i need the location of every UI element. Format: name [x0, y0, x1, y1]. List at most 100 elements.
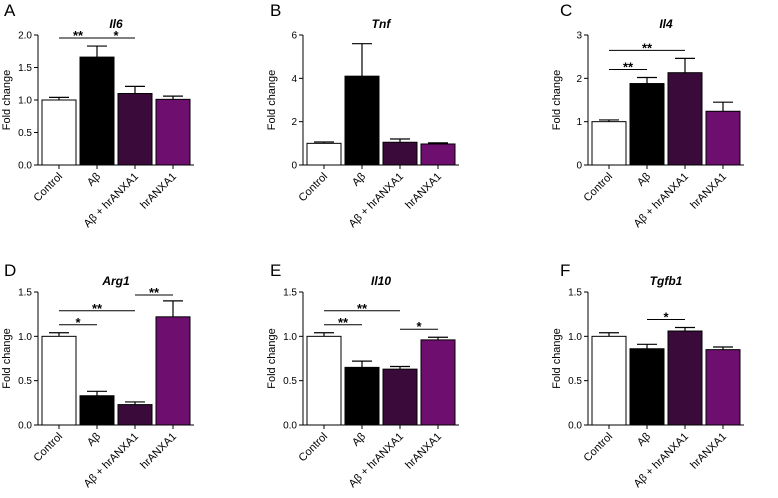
y-tick-label: 0.0 [568, 421, 582, 432]
x-tick-label: Control [582, 431, 616, 465]
y-tick-label: 0.5 [568, 376, 582, 387]
y-tick-label: 3 [576, 31, 582, 42]
y-tick-label: 0.0 [283, 421, 297, 432]
chart-title: Tnf [372, 17, 392, 31]
significance-label: ** [642, 40, 653, 55]
bar-2 [79, 56, 115, 166]
x-tick-label: Control [297, 171, 331, 205]
x-tick-label: Control [32, 431, 66, 465]
y-tick-label: 1.0 [18, 332, 32, 343]
panel-letter: C [560, 1, 572, 20]
significance-label: ** [357, 301, 368, 316]
y-tick-label: 1 [576, 117, 582, 128]
bar-3 [382, 368, 418, 426]
y-axis-label: Fold change [266, 70, 278, 131]
bar-4 [420, 339, 456, 426]
bar-4 [155, 98, 191, 166]
panel-letter: A [4, 1, 16, 20]
bar-1 [306, 335, 342, 426]
bar-2 [629, 348, 665, 426]
y-tick-label: 1.0 [283, 332, 297, 343]
x-tick-label: Aβ [350, 431, 368, 449]
significance-label: * [75, 315, 81, 330]
significance-label: ** [92, 301, 103, 316]
y-tick-label: 1.0 [18, 96, 32, 107]
bar-3 [382, 141, 418, 166]
bar-2 [629, 83, 665, 166]
y-tick-label: 0.5 [18, 128, 32, 139]
chart-title: Il10 [371, 274, 391, 288]
bar-4 [155, 316, 191, 426]
x-tick-label: Control [582, 171, 616, 205]
x-tick-label: Aβ [85, 171, 103, 189]
y-tick-label: 0.5 [18, 376, 32, 387]
y-tick-label: 0.0 [18, 421, 32, 432]
x-tick-label: hrANXA1 [138, 431, 179, 472]
panel-letter: B [270, 1, 281, 20]
bar-3 [667, 330, 703, 426]
panel-letter: E [270, 261, 281, 280]
bar-2 [344, 75, 380, 166]
bar-4 [420, 143, 456, 166]
chart-title: Il6 [109, 17, 123, 31]
panel-letter: F [560, 261, 570, 280]
y-axis-label: Fold change [551, 70, 563, 131]
x-tick-label: Aβ [85, 431, 103, 449]
y-axis-label: Fold change [1, 328, 13, 389]
bar-3 [117, 404, 153, 426]
y-tick-label: 0 [576, 161, 582, 172]
chart-title: Il4 [659, 17, 673, 31]
y-tick-label: 1.5 [18, 288, 32, 299]
bar-4 [705, 110, 741, 166]
significance-label: * [113, 28, 119, 43]
significance-label: ** [73, 28, 84, 43]
panel-letter: D [4, 261, 16, 280]
y-axis-label: Fold change [266, 328, 278, 389]
y-tick-label: 1.5 [283, 288, 297, 299]
chart-title: Tgfb1 [650, 274, 683, 288]
bar-2 [79, 395, 115, 426]
y-axis-label: Fold change [551, 328, 563, 389]
x-tick-label: hrANXA1 [138, 171, 179, 212]
x-tick-label: Aβ [635, 171, 653, 189]
x-tick-label: Control [297, 431, 331, 465]
y-tick-label: 2 [576, 74, 582, 85]
significance-label: * [663, 309, 669, 324]
significance-label: * [416, 319, 422, 334]
bar-1 [41, 99, 77, 166]
bar-1 [41, 335, 77, 426]
y-tick-label: 0.0 [18, 161, 32, 172]
bar-3 [667, 72, 703, 166]
significance-label: ** [338, 315, 349, 330]
y-tick-label: 1.5 [568, 288, 582, 299]
y-tick-label: 2.0 [18, 31, 32, 42]
y-axis-label: Fold change [1, 70, 13, 131]
y-tick-label: 2 [291, 117, 297, 128]
bar-1 [591, 335, 627, 426]
significance-label: ** [623, 59, 634, 74]
y-tick-label: 0.5 [283, 376, 297, 387]
chart-title: Arg1 [101, 274, 130, 288]
x-tick-label: Control [32, 171, 66, 205]
bar-1 [306, 142, 342, 166]
x-tick-label: Aβ [350, 171, 368, 189]
x-tick-label: hrANXA1 [688, 171, 729, 212]
bar-3 [117, 93, 153, 166]
bar-1 [591, 121, 627, 166]
x-tick-label: hrANXA1 [403, 171, 444, 212]
y-tick-label: 4 [291, 74, 297, 85]
x-tick-label: Aβ [635, 431, 653, 449]
bar-2 [344, 366, 380, 426]
bar-4 [705, 349, 741, 426]
x-tick-label: hrANXA1 [688, 431, 729, 472]
y-tick-label: 1.5 [18, 63, 32, 74]
y-tick-label: 0 [291, 161, 297, 172]
significance-label: ** [149, 285, 160, 300]
